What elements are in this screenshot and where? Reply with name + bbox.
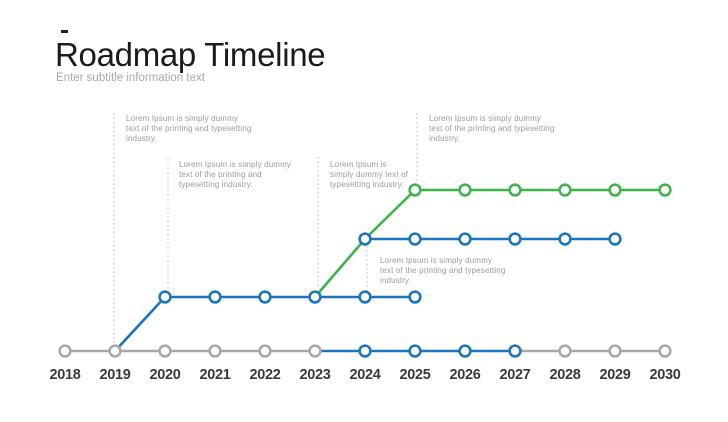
year-label-2018: 2018: [49, 367, 80, 383]
axis-marker-2020: [158, 344, 172, 358]
roadmap-phase-3-marker-2026: [458, 183, 472, 197]
axis-marker-2018: [58, 344, 72, 358]
year-label-2028: 2028: [549, 367, 580, 383]
roadmap-phase-3-marker-2027: [508, 183, 522, 197]
page-title: Roadmap Timeline: [55, 36, 326, 73]
year-label-2030: 2030: [649, 367, 680, 383]
roadmap-phase-1-marker-2025: [408, 290, 422, 304]
roadmap-phase-1-marker-2024: [358, 290, 372, 304]
roadmap-phase-3-marker-2030: [658, 183, 672, 197]
year-label-2026: 2026: [449, 367, 480, 383]
roadmap-phase-1-marker-2023: [308, 290, 322, 304]
roadmap-phase-1-marker-2022: [258, 290, 272, 304]
roadmap-phase-1-line: [113, 295, 417, 353]
roadmap-phase-3-marker-2025: [408, 183, 422, 197]
year-label-2023: 2023: [299, 367, 330, 383]
axis-marker-2028: [558, 344, 572, 358]
axis-marker-2021: [208, 344, 222, 358]
year-label-2029: 2029: [599, 367, 630, 383]
roadmap-phase-2-marker-2026: [458, 232, 472, 246]
year-label-2021: 2021: [199, 367, 230, 383]
axis-marker-2023: [308, 344, 322, 358]
roadmap-phase-2-marker-2025: [408, 232, 422, 246]
year-label-2024: 2024: [349, 367, 380, 383]
roadmap-phase-3-marker-2029: [608, 183, 622, 197]
year-label-2025: 2025: [399, 367, 430, 383]
axis-marker-2024: [358, 344, 372, 358]
roadmap-phase-2-marker-2024: [358, 232, 372, 246]
roadmap-phase-2-marker-2029: [608, 232, 622, 246]
roadmap-phase-1-marker-2021: [208, 290, 222, 304]
page-subtitle: Enter subtitle information text: [56, 72, 205, 84]
axis-marker-2029: [608, 344, 622, 358]
logo-dash-mark: [61, 30, 68, 33]
axis-marker-2027: [508, 344, 522, 358]
year-label-2022: 2022: [249, 367, 280, 383]
axis-marker-2019: [108, 344, 122, 358]
roadmap-phase-1-marker-2020: [158, 290, 172, 304]
roadmap-phase-2-marker-2028: [558, 232, 572, 246]
year-label-2027: 2027: [499, 367, 530, 383]
roadmap-phase-3-line: [313, 188, 667, 299]
axis-marker-2030: [658, 344, 672, 358]
axis-marker-2022: [258, 344, 272, 358]
roadmap-phase-2-marker-2027: [508, 232, 522, 246]
axis-marker-2026: [458, 344, 472, 358]
year-label-2020: 2020: [149, 367, 180, 383]
axis-marker-2025: [408, 344, 422, 358]
year-label-2019: 2019: [99, 367, 130, 383]
roadmap-phase-3-marker-2028: [558, 183, 572, 197]
